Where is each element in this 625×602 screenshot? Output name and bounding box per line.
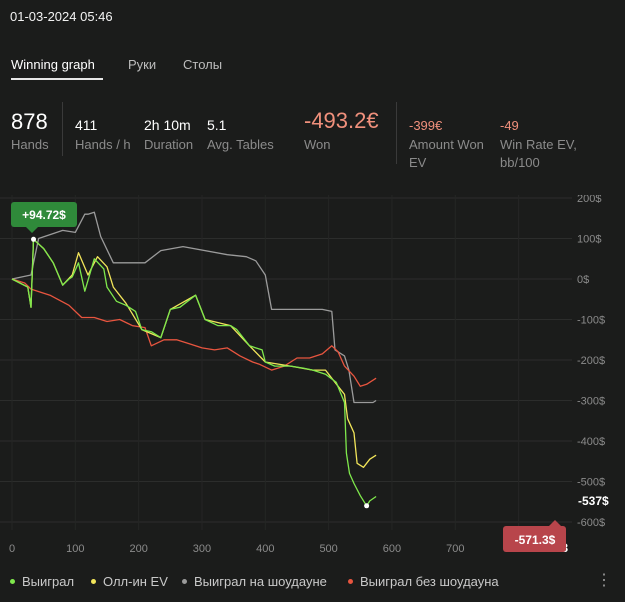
y-tick-label: -200$ (577, 355, 605, 367)
grey-dot-icon (182, 579, 187, 584)
won-value: -493.2€ (304, 108, 379, 133)
y-tick-label: 200$ (577, 195, 601, 205)
max-value-label: +94.72$ (22, 208, 66, 222)
x-tick-label: 500 (319, 543, 337, 555)
legend-label: Выиграл на шоудауне (194, 574, 327, 589)
tab-winning-graph[interactable]: Winning graph (11, 57, 95, 72)
legend-label: Выиграл без шоудауна (360, 574, 499, 589)
y-tick-label: -600$ (577, 517, 605, 529)
red-dot-icon (348, 579, 353, 584)
x-tick-label: 100 (66, 543, 84, 555)
y-tick-label: 0$ (577, 274, 589, 286)
series-line-3 (11, 278, 377, 387)
avg-tables-value: 5.1 (207, 117, 227, 133)
series-line-1 (11, 238, 377, 468)
legend-label: Олл-ин EV (103, 574, 168, 589)
legend-item-non-showdown[interactable]: Выиграл без шоудауна (348, 574, 499, 589)
min-value-label: -571.3$ (515, 533, 556, 547)
min-value-badge (503, 526, 566, 552)
hands-label: Hands (11, 137, 49, 152)
legend-label: Выиграл (22, 574, 75, 589)
legend-item-showdown[interactable]: Выиграл на шоудауне (182, 574, 327, 589)
won-label: Won (304, 137, 331, 152)
amount-won-ev-value: -399€ (409, 118, 443, 133)
winrate-ev-value: -49 (500, 118, 519, 133)
y-tick-label: -300$ (577, 396, 605, 408)
yellow-dot-icon (91, 579, 96, 584)
end-value-label: -537$ (578, 494, 609, 508)
active-tab-underline (11, 78, 103, 80)
green-dot-icon (10, 579, 15, 584)
divider (62, 102, 63, 156)
avg-tables-label: Avg. Tables (207, 137, 274, 152)
hands-value: 878 (11, 109, 48, 134)
hands-per-hour-value: 411 (75, 117, 98, 133)
min-point-marker (364, 503, 370, 509)
x-tick-label: 700 (446, 543, 464, 555)
x-tick-label: 300 (193, 543, 211, 555)
y-tick-label: -400$ (577, 436, 605, 448)
session-datetime: 01-03-2024 05:46 (10, 9, 113, 24)
max-point-marker (31, 236, 37, 242)
winrate-ev-label: Win Rate EV, bb/100 (500, 137, 577, 170)
x-tick-label: 600 (383, 543, 401, 555)
series-line-2 (11, 211, 377, 404)
winning-graph-chart[interactable]: 200$ 100$ 0$ -100$ -200$ -300$ -400$ -500$ -600$… (0, 195, 625, 560)
x-tick-label: 400 (256, 543, 274, 555)
y-tick-label: -100$ (577, 315, 605, 327)
hands-per-hour-label: Hands / h (75, 137, 131, 152)
series-line-0 (11, 238, 377, 507)
duration-label: Duration (144, 137, 194, 152)
legend-item-won[interactable]: Выиграл (10, 574, 74, 589)
divider (396, 102, 397, 164)
duration-value: 2h 10m (144, 117, 191, 133)
badge-pointer (549, 520, 561, 526)
amount-won-ev-label: Amount Won EV (409, 137, 484, 170)
x-tick-label: 200 (129, 543, 147, 555)
badge-pointer (26, 227, 38, 233)
legend-item-allin-ev[interactable]: Олл-ин EV (91, 574, 168, 589)
more-vertical-icon[interactable]: ⋮ (596, 572, 612, 589)
tab-hands[interactable]: Руки (128, 57, 157, 72)
y-tick-label: 100$ (577, 234, 601, 246)
max-value-badge (11, 202, 77, 227)
y-tick-label: -500$ (577, 477, 605, 489)
tab-tables[interactable]: Столы (183, 57, 223, 72)
x-tick-label: 0 (9, 543, 15, 555)
